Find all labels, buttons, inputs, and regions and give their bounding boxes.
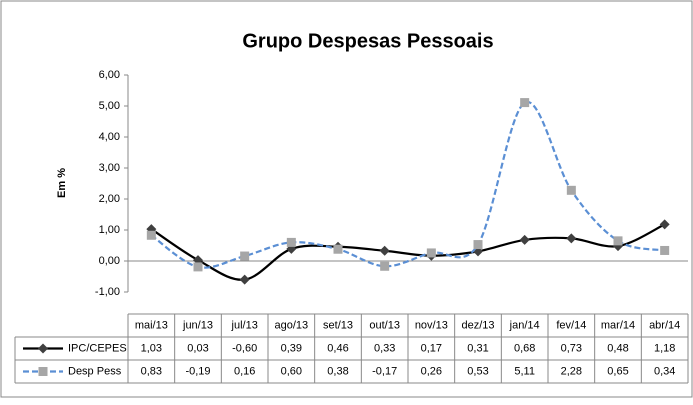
y-tick-label: -1,00 — [95, 286, 120, 298]
table-value: 1,18 — [654, 342, 675, 354]
table-value: 0,73 — [561, 342, 582, 354]
series-marker — [613, 236, 623, 246]
x-tick-label: jan/14 — [509, 319, 540, 331]
table-value: 0,39 — [281, 342, 302, 354]
legend-marker — [38, 343, 48, 354]
table-value: 2,28 — [561, 365, 582, 377]
table-value: 0,26 — [421, 365, 442, 377]
table-value: 0,46 — [327, 342, 348, 354]
table-value: 0,03 — [187, 342, 208, 354]
y-axis-label: Em % — [56, 168, 68, 198]
chart-title: Grupo Despesas Pessoais — [242, 30, 493, 52]
table-value: 0,34 — [654, 365, 675, 377]
series-marker — [333, 244, 343, 254]
table-value: 0,65 — [607, 365, 628, 377]
series-marker — [520, 98, 530, 108]
legend-label: Desp Pess — [68, 365, 122, 377]
table-value: 0,16 — [234, 365, 255, 377]
y-tick-label: 1,00 — [99, 224, 120, 236]
x-tick-label: jun/13 — [182, 319, 213, 331]
table-value: 0,48 — [607, 342, 628, 354]
table-value: 0,33 — [374, 342, 395, 354]
y-tick-label: 5,00 — [99, 100, 120, 112]
series-marker — [473, 240, 483, 250]
x-tick-label: out/13 — [369, 319, 400, 331]
y-tick-label: 0,00 — [99, 255, 120, 267]
legend-marker — [38, 367, 48, 376]
table-value: 1,03 — [141, 342, 162, 354]
series-marker — [240, 251, 250, 261]
y-tick-label: 6,00 — [99, 69, 120, 81]
y-tick-label: 2,00 — [99, 193, 120, 205]
series-marker — [659, 219, 670, 230]
x-tick-label: jul/13 — [231, 319, 258, 331]
series-marker — [519, 234, 530, 245]
table-value: -0,19 — [185, 365, 210, 377]
table-value: -0,60 — [232, 342, 257, 354]
table-value: 0,17 — [421, 342, 442, 354]
series-marker — [566, 233, 577, 244]
series-marker — [426, 248, 436, 258]
x-tick-label: nov/13 — [415, 319, 448, 331]
series-marker — [193, 262, 203, 272]
y-tick-label: 4,00 — [99, 131, 120, 143]
table-value: 0,68 — [514, 342, 535, 354]
series-marker — [239, 274, 250, 285]
table-value: 0,83 — [141, 365, 162, 377]
table-value: -0,17 — [372, 365, 397, 377]
x-tick-label: set/13 — [323, 319, 353, 331]
x-tick-label: abr/14 — [649, 319, 680, 331]
table-value: 0,38 — [327, 365, 348, 377]
x-tick-label: mai/13 — [135, 319, 168, 331]
series-marker — [379, 245, 390, 256]
table-value: 5,11 — [514, 365, 535, 377]
x-tick-label: mar/14 — [601, 319, 635, 331]
series-marker — [660, 245, 670, 255]
table-value: 0,31 — [467, 342, 488, 354]
series-marker — [566, 185, 576, 195]
table-value: 0,53 — [467, 365, 488, 377]
y-tick-label: 3,00 — [99, 162, 120, 174]
x-tick-label: dez/13 — [461, 319, 494, 331]
series-marker — [380, 261, 390, 271]
legend-label: IPC/CEPES — [68, 342, 127, 354]
x-tick-label: ago/13 — [275, 319, 309, 331]
series-marker — [286, 237, 296, 247]
table-value: 0,60 — [281, 365, 302, 377]
series-marker — [146, 230, 156, 240]
x-tick-label: fev/14 — [556, 319, 586, 331]
